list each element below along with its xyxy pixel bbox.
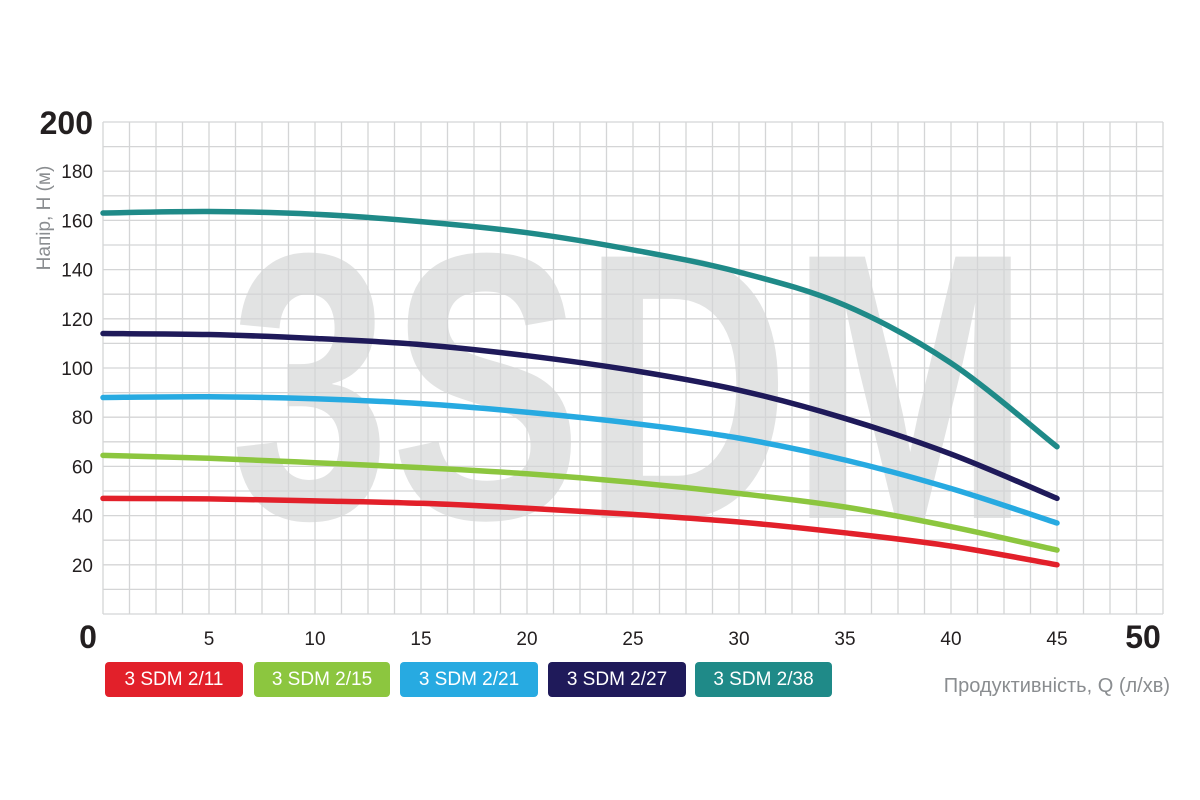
x-tick-labels: 0 5 10 15 20 25 30 35 40 45 50 [79,619,1161,655]
x-tick-label: 0 [79,619,97,655]
x-tick-label: 35 [834,629,855,650]
x-tick-label: 5 [204,629,215,650]
series-line-3-sdm-2-21 [100,394,1060,526]
x-tick-label: 30 [728,629,749,650]
y-tick-label: 160 [61,211,93,232]
x-tick-label: 20 [516,629,537,650]
y-tick-label: 80 [72,408,93,429]
x-tick-label: 15 [410,629,431,650]
series-line-3-sdm-2-27 [100,330,1060,502]
y-axis-label: Напір, H (м) [34,166,55,271]
x-tick-label: 10 [304,629,325,650]
legend-item: 3 SDM 2/27 [548,662,686,697]
y-tick-label: 100 [61,359,93,380]
x-axis-label: Продуктивність, Q (л/хв) [944,675,1170,697]
y-tick-label: 140 [61,261,93,282]
y-tick-label: 120 [61,310,93,331]
legend-item: 3 SDM 2/15 [254,662,390,697]
x-tick-label: 45 [1046,629,1067,650]
y-tick-labels: 20 40 60 80 100 120 140 160 180 200 [40,105,93,577]
series-line-3-sdm-2-38 [100,208,1060,450]
y-tick-label: 40 [72,507,93,528]
legend-item: 3 SDM 2/21 [400,662,538,697]
watermark-3sdm: 3SDM [230,174,1030,599]
x-tick-label: 50 [1125,619,1161,655]
legend-item: 3 SDM 2/38 [695,662,832,697]
series-line-3-sdm-2-15 [100,452,1060,553]
y-tick-label: 200 [40,105,93,141]
legend-item: 3 SDM 2/11 [105,662,243,697]
y-tick-label: 180 [61,162,93,183]
x-tick-label: 25 [622,629,643,650]
x-tick-label: 40 [940,629,961,650]
y-tick-label: 60 [72,457,93,478]
y-tick-label: 20 [72,556,93,577]
series-line-3-sdm-2-11 [100,495,1060,568]
grid [102,121,1164,615]
series-lines [100,208,1060,568]
